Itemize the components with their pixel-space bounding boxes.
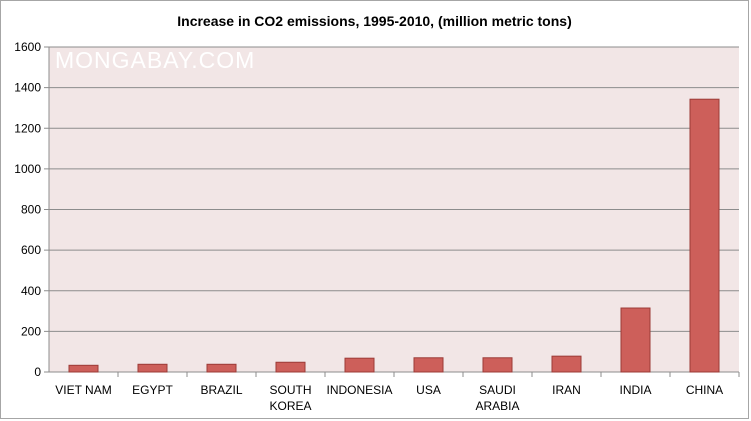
y-tick-label: 1000 <box>14 162 41 176</box>
y-tick-label: 800 <box>21 203 41 217</box>
x-tick-label: USA <box>416 383 441 397</box>
x-tick-label: INDONESIA <box>326 383 392 397</box>
y-tick-label: 0 <box>34 365 41 379</box>
x-tick-label: KOREA <box>269 399 311 413</box>
y-tick-label: 1200 <box>14 121 41 135</box>
y-tick-label: 600 <box>21 243 41 257</box>
x-tick-label: BRAZIL <box>200 383 242 397</box>
bar <box>206 363 237 373</box>
watermark-text: MONGABAY.COM <box>55 47 255 73</box>
x-tick-label: ARABIA <box>475 399 519 413</box>
bar <box>344 357 375 373</box>
x-tick-label: EGYPT <box>132 383 173 397</box>
x-tick-label: IRAN <box>552 383 581 397</box>
x-tick-label: VIET NAM <box>55 383 111 397</box>
bar <box>137 363 168 373</box>
bar <box>68 364 99 373</box>
bar <box>551 355 582 373</box>
x-tick-label: SOUTH <box>270 383 312 397</box>
y-tick-label: 1400 <box>14 81 41 95</box>
bar <box>689 98 720 373</box>
bar <box>482 357 513 373</box>
bar <box>275 361 306 373</box>
bar <box>620 307 651 373</box>
y-tick-label: 1600 <box>14 40 41 54</box>
x-tick-label: CHINA <box>686 383 723 397</box>
bar <box>413 357 444 373</box>
y-tick-label: 400 <box>21 284 41 298</box>
chart-title: Increase in CO2 emissions, 1995-2010, (m… <box>177 13 572 29</box>
y-tick-label: 200 <box>21 324 41 338</box>
x-tick-label: SAUDI <box>479 383 516 397</box>
x-tick-label: INDIA <box>619 383 651 397</box>
